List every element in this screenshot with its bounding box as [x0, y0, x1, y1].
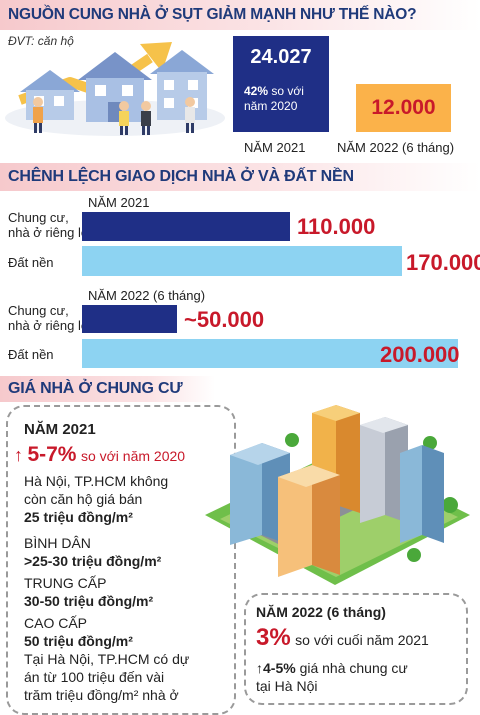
supply-2021-value: 24.027 [250, 46, 312, 68]
g2-row2-label: Đất nền [8, 347, 54, 362]
supply-2021-note2: năm 2020 [244, 99, 298, 113]
g1-row2-bar [82, 246, 402, 276]
price-2021-p6: trăm triệu đồng/m² nhà ở [24, 687, 179, 703]
seg3-price: 50 triệu đồng/m² [24, 633, 133, 649]
supply-2021-pct: 42% [244, 84, 269, 98]
price-2021-year: NĂM 2021 [24, 421, 96, 438]
g1-row2-label: Đất nền [8, 255, 54, 270]
rise-arrow-icon-2: ↑ [256, 660, 263, 676]
rise-arrow-icon: ↑ [14, 445, 23, 465]
houses-illustration [5, 42, 225, 136]
supply-2021-box [233, 36, 329, 132]
price-2021-body: Hà Nội, TP.HCM không còn căn hộ giá bán … [24, 472, 189, 704]
supply-2022-box [356, 84, 451, 132]
supply-2021-note1: so với [271, 84, 304, 98]
supply-2021-label: NĂM 2021 [244, 140, 306, 155]
g2-row1-label1: Chung cư, [8, 303, 69, 318]
price-2022-rise-note: giá nhà chung cư [299, 660, 408, 676]
g1-row2-value: 170.000 [406, 250, 480, 275]
price-2022-rise: 4-5% [263, 660, 296, 676]
price-2021-rise-note: so với năm 2020 [80, 448, 186, 464]
apartment-buildings-illustration [205, 405, 470, 585]
price-2022-rise-note2: tại Hà Nội [256, 678, 318, 694]
seg1-price: >25-30 triệu đồng/m² [24, 553, 162, 569]
g1-row1-value: 110.000 [297, 214, 376, 239]
seg2-name: TRUNG CẤP [24, 575, 107, 591]
g2-row1-label: Chung cư, nhà ở riêng lẻ [8, 303, 88, 333]
seg1-name: BÌNH DÂN [24, 535, 91, 551]
section2-title-band [0, 163, 480, 191]
price-2021-p2: còn căn hộ giá bán [24, 491, 143, 507]
price-2022-year: NĂM 2022 (6 tháng) [256, 604, 386, 620]
section3-title-band [0, 376, 215, 402]
price-2021-p4: Tại Hà Nội, TP.HCM có dự [24, 651, 190, 667]
price-2022-box [244, 593, 468, 705]
g2-row1-bar [82, 305, 177, 333]
price-2021-p5: án từ 100 triệu đến vài [24, 669, 165, 685]
g2-row2-value: 200.000 [380, 342, 460, 367]
group2-year: NĂM 2022 (6 tháng) [88, 288, 206, 303]
g1-row1-label1: Chung cư, [8, 210, 69, 225]
price-2022-pct-line: 3% so với cuối năm 2021 [256, 624, 429, 652]
price-2021-p3: 25 triệu đồng/m² [24, 509, 133, 525]
g1-row1-label: Chung cư, nhà ở riêng lẻ [8, 210, 88, 240]
g1-row1-bar [82, 212, 290, 241]
group1-year: NĂM 2021 [88, 195, 150, 210]
supply-2022-label: NĂM 2022 (6 tháng) [337, 140, 455, 155]
price-2022-pct-note: so với cuối năm 2021 [295, 632, 429, 648]
section3-title: GIÁ NHÀ Ở CHUNG CƯ [8, 380, 183, 397]
supply-2021-note: 42% so với năm 2020 [244, 84, 334, 114]
seg3-name: CAO CẤP [24, 615, 88, 631]
section1-title: NGUỒN CUNG NHÀ Ở SỤT GIẢM MẠNH NHƯ THẾ N… [8, 6, 417, 23]
g2-row2-bar [82, 339, 458, 368]
g2-row1-value: ~50.000 [184, 307, 265, 332]
price-2021-rise-line: ↑ 5-7% so với năm 2020 [14, 443, 185, 467]
section2-title: CHÊNH LỆCH GIAO DỊCH NHÀ Ở VÀ ĐẤT NỀN [8, 168, 354, 185]
supply-2022-value: 12.000 [371, 96, 436, 119]
price-2021-p1: Hà Nội, TP.HCM không [24, 473, 169, 489]
g2-row1-label2: nhà ở riêng lẻ [8, 318, 89, 333]
g1-row1-label2: nhà ở riêng lẻ [8, 225, 89, 240]
price-2021-rise: 5-7% [27, 443, 77, 466]
section1-title-band [0, 0, 480, 30]
seg2-price: 30-50 triệu đồng/m² [24, 593, 154, 609]
price-2022-pct: 3% [256, 624, 291, 651]
unit-label: ĐVT: căn hộ [8, 34, 74, 48]
price-2022-rise-line: ↑4-5% giá nhà chung cư tại Hà Nội [256, 659, 408, 695]
